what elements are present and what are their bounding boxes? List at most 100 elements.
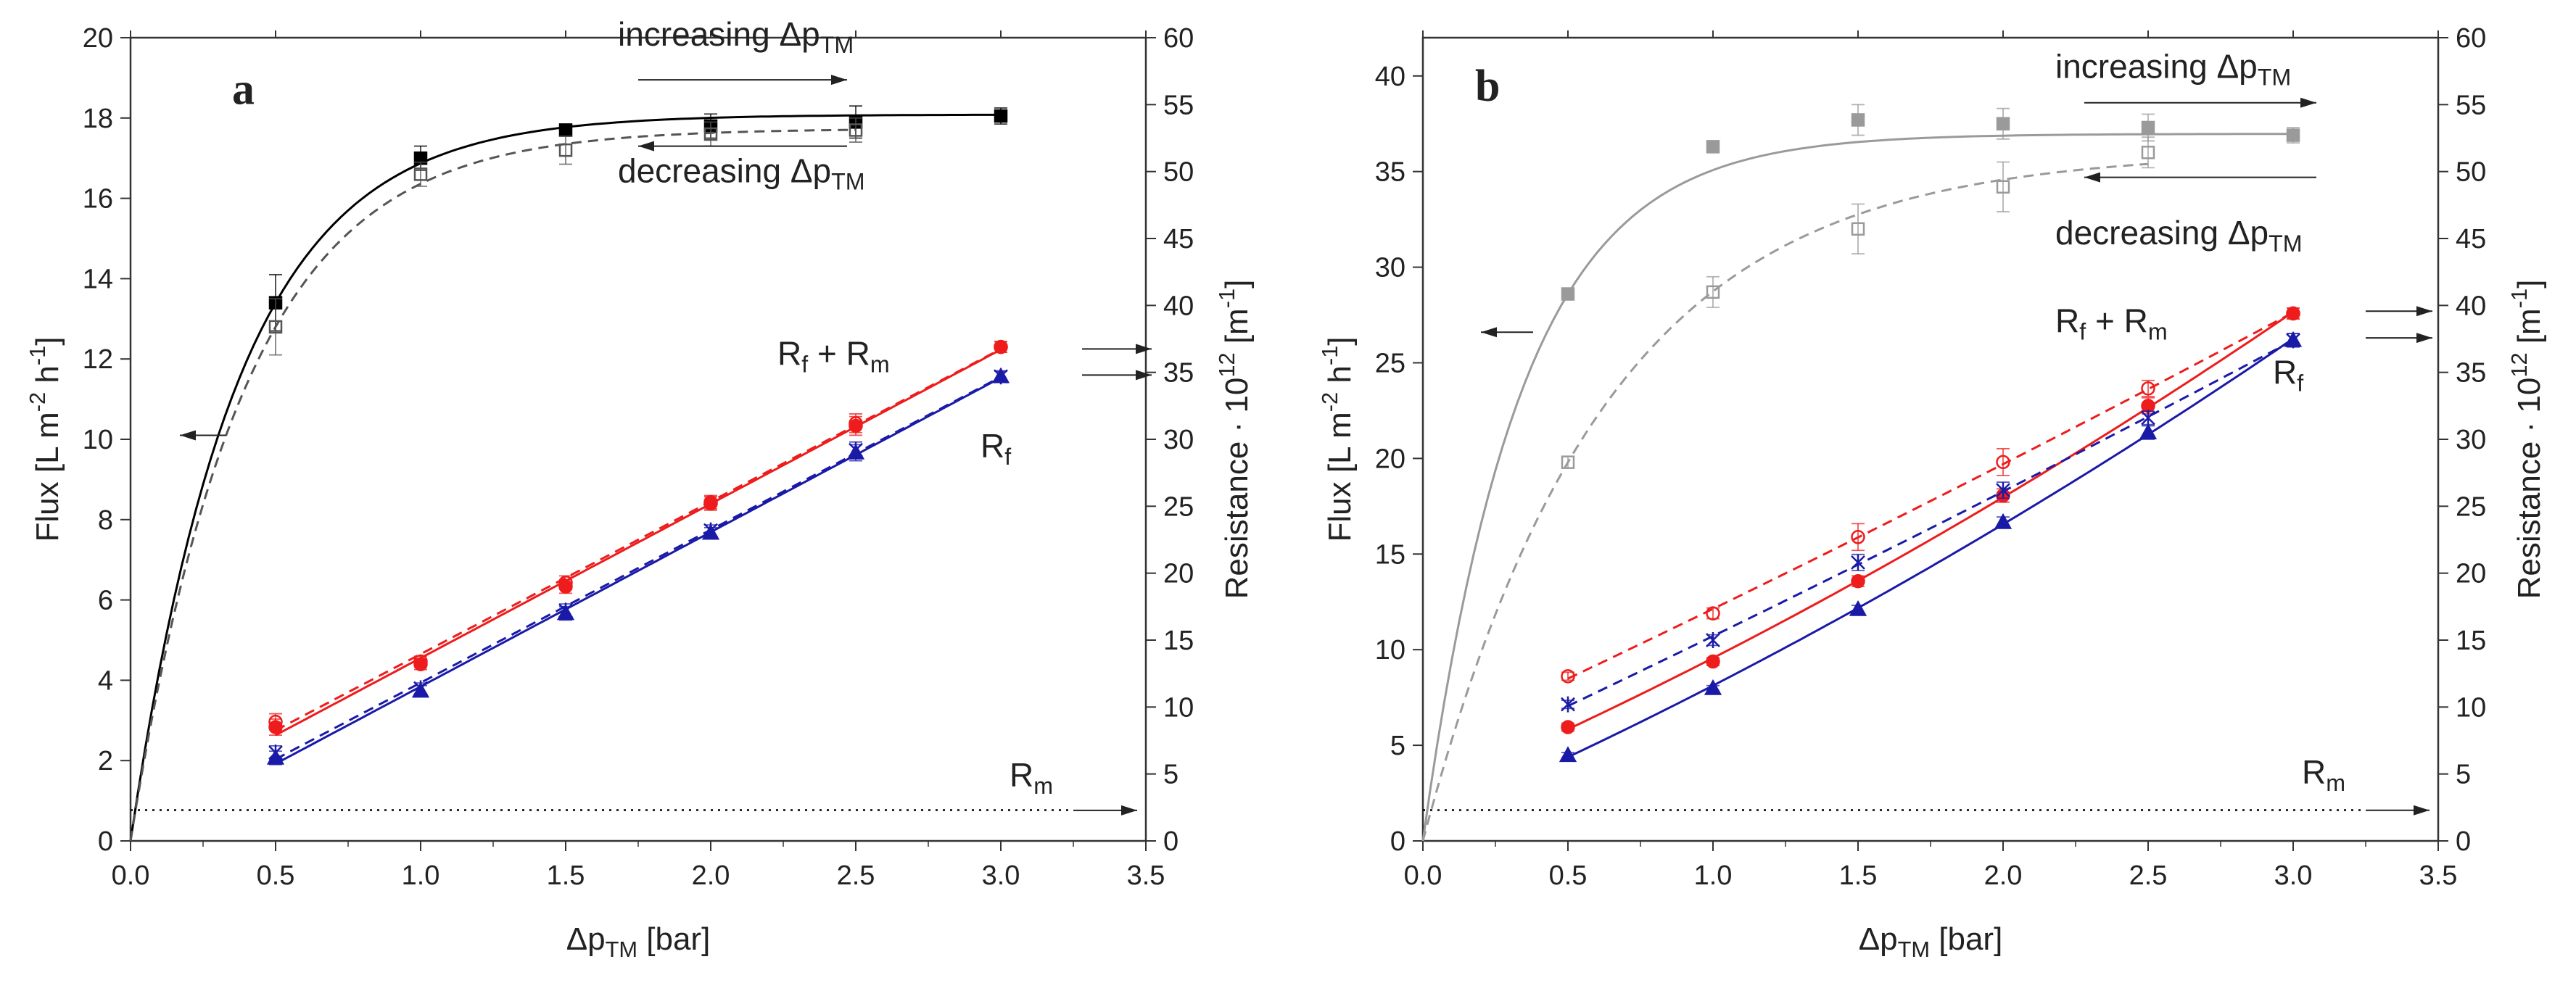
y-left-tick-label: 14 [83, 264, 113, 294]
series-0 [129, 105, 1008, 842]
y-right-tick-label: 15 [1163, 626, 1194, 656]
series-3 [268, 339, 1008, 731]
y-left-tick-label: 18 [83, 104, 113, 134]
data-point [2141, 410, 2155, 426]
x-tick-label: 1.5 [547, 860, 585, 891]
data-point [1706, 140, 1720, 154]
fit-line [275, 376, 1002, 765]
arrow-rf-head [1136, 370, 1152, 381]
arrow-rm-head [1121, 805, 1137, 816]
data-point [2286, 128, 2300, 142]
annotation-rf-rm: Rf​ + Rm​ [2055, 302, 2168, 344]
y-left-tick-label: 0 [1390, 826, 1405, 857]
y-right-tick-label: 20 [2456, 559, 2486, 589]
series-3 [1561, 306, 2300, 684]
data-point [1851, 222, 1865, 236]
x-tick-label: 0.0 [1404, 860, 1442, 891]
data-point [2141, 120, 2155, 135]
annotation-rf: Rf​ [2273, 353, 2303, 396]
arrow-rf-rm-head [2416, 306, 2432, 317]
data-point [413, 654, 428, 669]
y-left-tick-label: 15 [1375, 539, 1405, 570]
x-tick-label: 2.0 [1984, 860, 2023, 891]
fit-line [129, 113, 1002, 842]
y-right-tick-label: 40 [2456, 291, 2486, 321]
x-tick-label: 0.5 [257, 860, 295, 891]
y-left-tick-label: 30 [1375, 253, 1405, 283]
data-point [994, 339, 1008, 354]
y-right-tick-label: 0 [2456, 826, 2471, 857]
arrow-increasing-head [831, 75, 847, 86]
data-point [268, 320, 283, 334]
x-axis-title: ΔpTM​ [bar] [1859, 921, 2003, 962]
data-point [1706, 285, 1720, 299]
fit-line [1567, 311, 2294, 731]
y-left-tick-label: 4 [98, 665, 113, 696]
y-right-tick-label: 45 [2456, 224, 2486, 254]
series-5 [268, 368, 1008, 761]
series-1 [1421, 136, 2155, 842]
annotation-rm: Rm​ [1010, 756, 1053, 799]
data-point [703, 127, 718, 141]
y-left-tick-label: 20 [1375, 444, 1405, 474]
x-tick-label: 3.0 [982, 860, 1020, 891]
data-point [1849, 600, 1867, 616]
data-point [1704, 679, 1722, 695]
data-point [994, 368, 1008, 385]
y-left-tick-label: 6 [98, 586, 113, 616]
data-point [1706, 606, 1720, 621]
data-point [1561, 455, 1575, 469]
y-left-tick-label: 35 [1375, 157, 1405, 188]
data-point [1996, 180, 2010, 194]
annotation-decreasing: decreasing ΔpTM​ [2055, 214, 2303, 257]
x-tick-label: 3.5 [2419, 860, 2458, 891]
data-point [1561, 720, 1575, 734]
y-right-tick-label: 30 [2456, 425, 2486, 455]
data-point [994, 109, 1008, 123]
plot-frame [1421, 36, 2440, 842]
data-point [1561, 696, 1575, 713]
fit-line [1567, 339, 2294, 708]
data-point [1851, 530, 1865, 544]
x-tick-label: 1.0 [1694, 860, 1733, 891]
arrow-decreasing-head [2084, 172, 2100, 183]
y-left-tick-label: 0 [98, 826, 113, 857]
y-left-tick-label: 10 [1375, 635, 1405, 665]
y-right-tick-label: 45 [1163, 224, 1194, 254]
arrow-increasing-head [2300, 97, 2316, 108]
data-point [268, 744, 283, 761]
data-point [1706, 632, 1720, 648]
data-point [2141, 381, 2155, 396]
data-point [413, 167, 428, 181]
fit-line [1421, 162, 2149, 842]
data-point [1996, 482, 2010, 499]
data-point [1561, 287, 1575, 301]
y-right-tick-label: 30 [1163, 425, 1194, 455]
x-tick-label: 2.5 [2129, 860, 2168, 891]
x-tick-label: 3.5 [1127, 860, 1165, 891]
data-point [1851, 554, 1865, 571]
y-right-tick-label: 35 [2456, 358, 2486, 389]
fit-line [275, 376, 1002, 760]
y-right-tick-label: 50 [2456, 157, 2486, 188]
data-point [558, 602, 573, 619]
y-right-tick-label: 10 [2456, 692, 2486, 723]
arrow-rf-rm-head [1136, 344, 1152, 354]
panel-a: 0.0 0.5 1.0 1.5 2.0 2.5 3.0 3.50246810121416182… [25, 15, 1255, 962]
y-left-tick-label: 10 [83, 425, 113, 455]
x-axis-title: ΔpTM​ [bar] [566, 921, 711, 962]
annotation-increasing: increasing ΔpTM​ [618, 15, 854, 58]
y-left-axis-title: Flux [L m-2​ h-1​] [1317, 336, 1358, 542]
x-tick-label: 2.5 [837, 860, 875, 891]
y-right-tick-label: 5 [1163, 760, 1178, 790]
arrow-rm-head [2414, 805, 2430, 816]
arrow-flux-head [180, 430, 196, 441]
y-right-tick-label: 25 [2456, 492, 2486, 522]
data-point [558, 143, 573, 157]
arrow-decreasing-head [638, 141, 654, 152]
annotation-rm: Rm​ [2302, 753, 2345, 796]
y-right-tick-label: 5 [2456, 760, 2471, 790]
data-point [849, 416, 863, 431]
data-point [268, 714, 283, 729]
series-5 [1561, 332, 2300, 713]
